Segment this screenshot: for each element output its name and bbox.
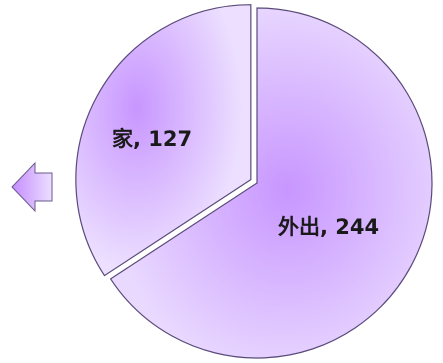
pie-labels: 外出, 244 家, 127 <box>112 127 379 239</box>
pie-slice-outside[interactable] <box>109 7 433 359</box>
pie-label-outside: 外出, 244 <box>278 215 379 239</box>
left-arrow-icon[interactable] <box>11 161 53 213</box>
pie-label-home: 家, 127 <box>112 127 192 151</box>
pie-slices <box>75 4 433 359</box>
pie-slice-home[interactable] <box>75 4 252 277</box>
